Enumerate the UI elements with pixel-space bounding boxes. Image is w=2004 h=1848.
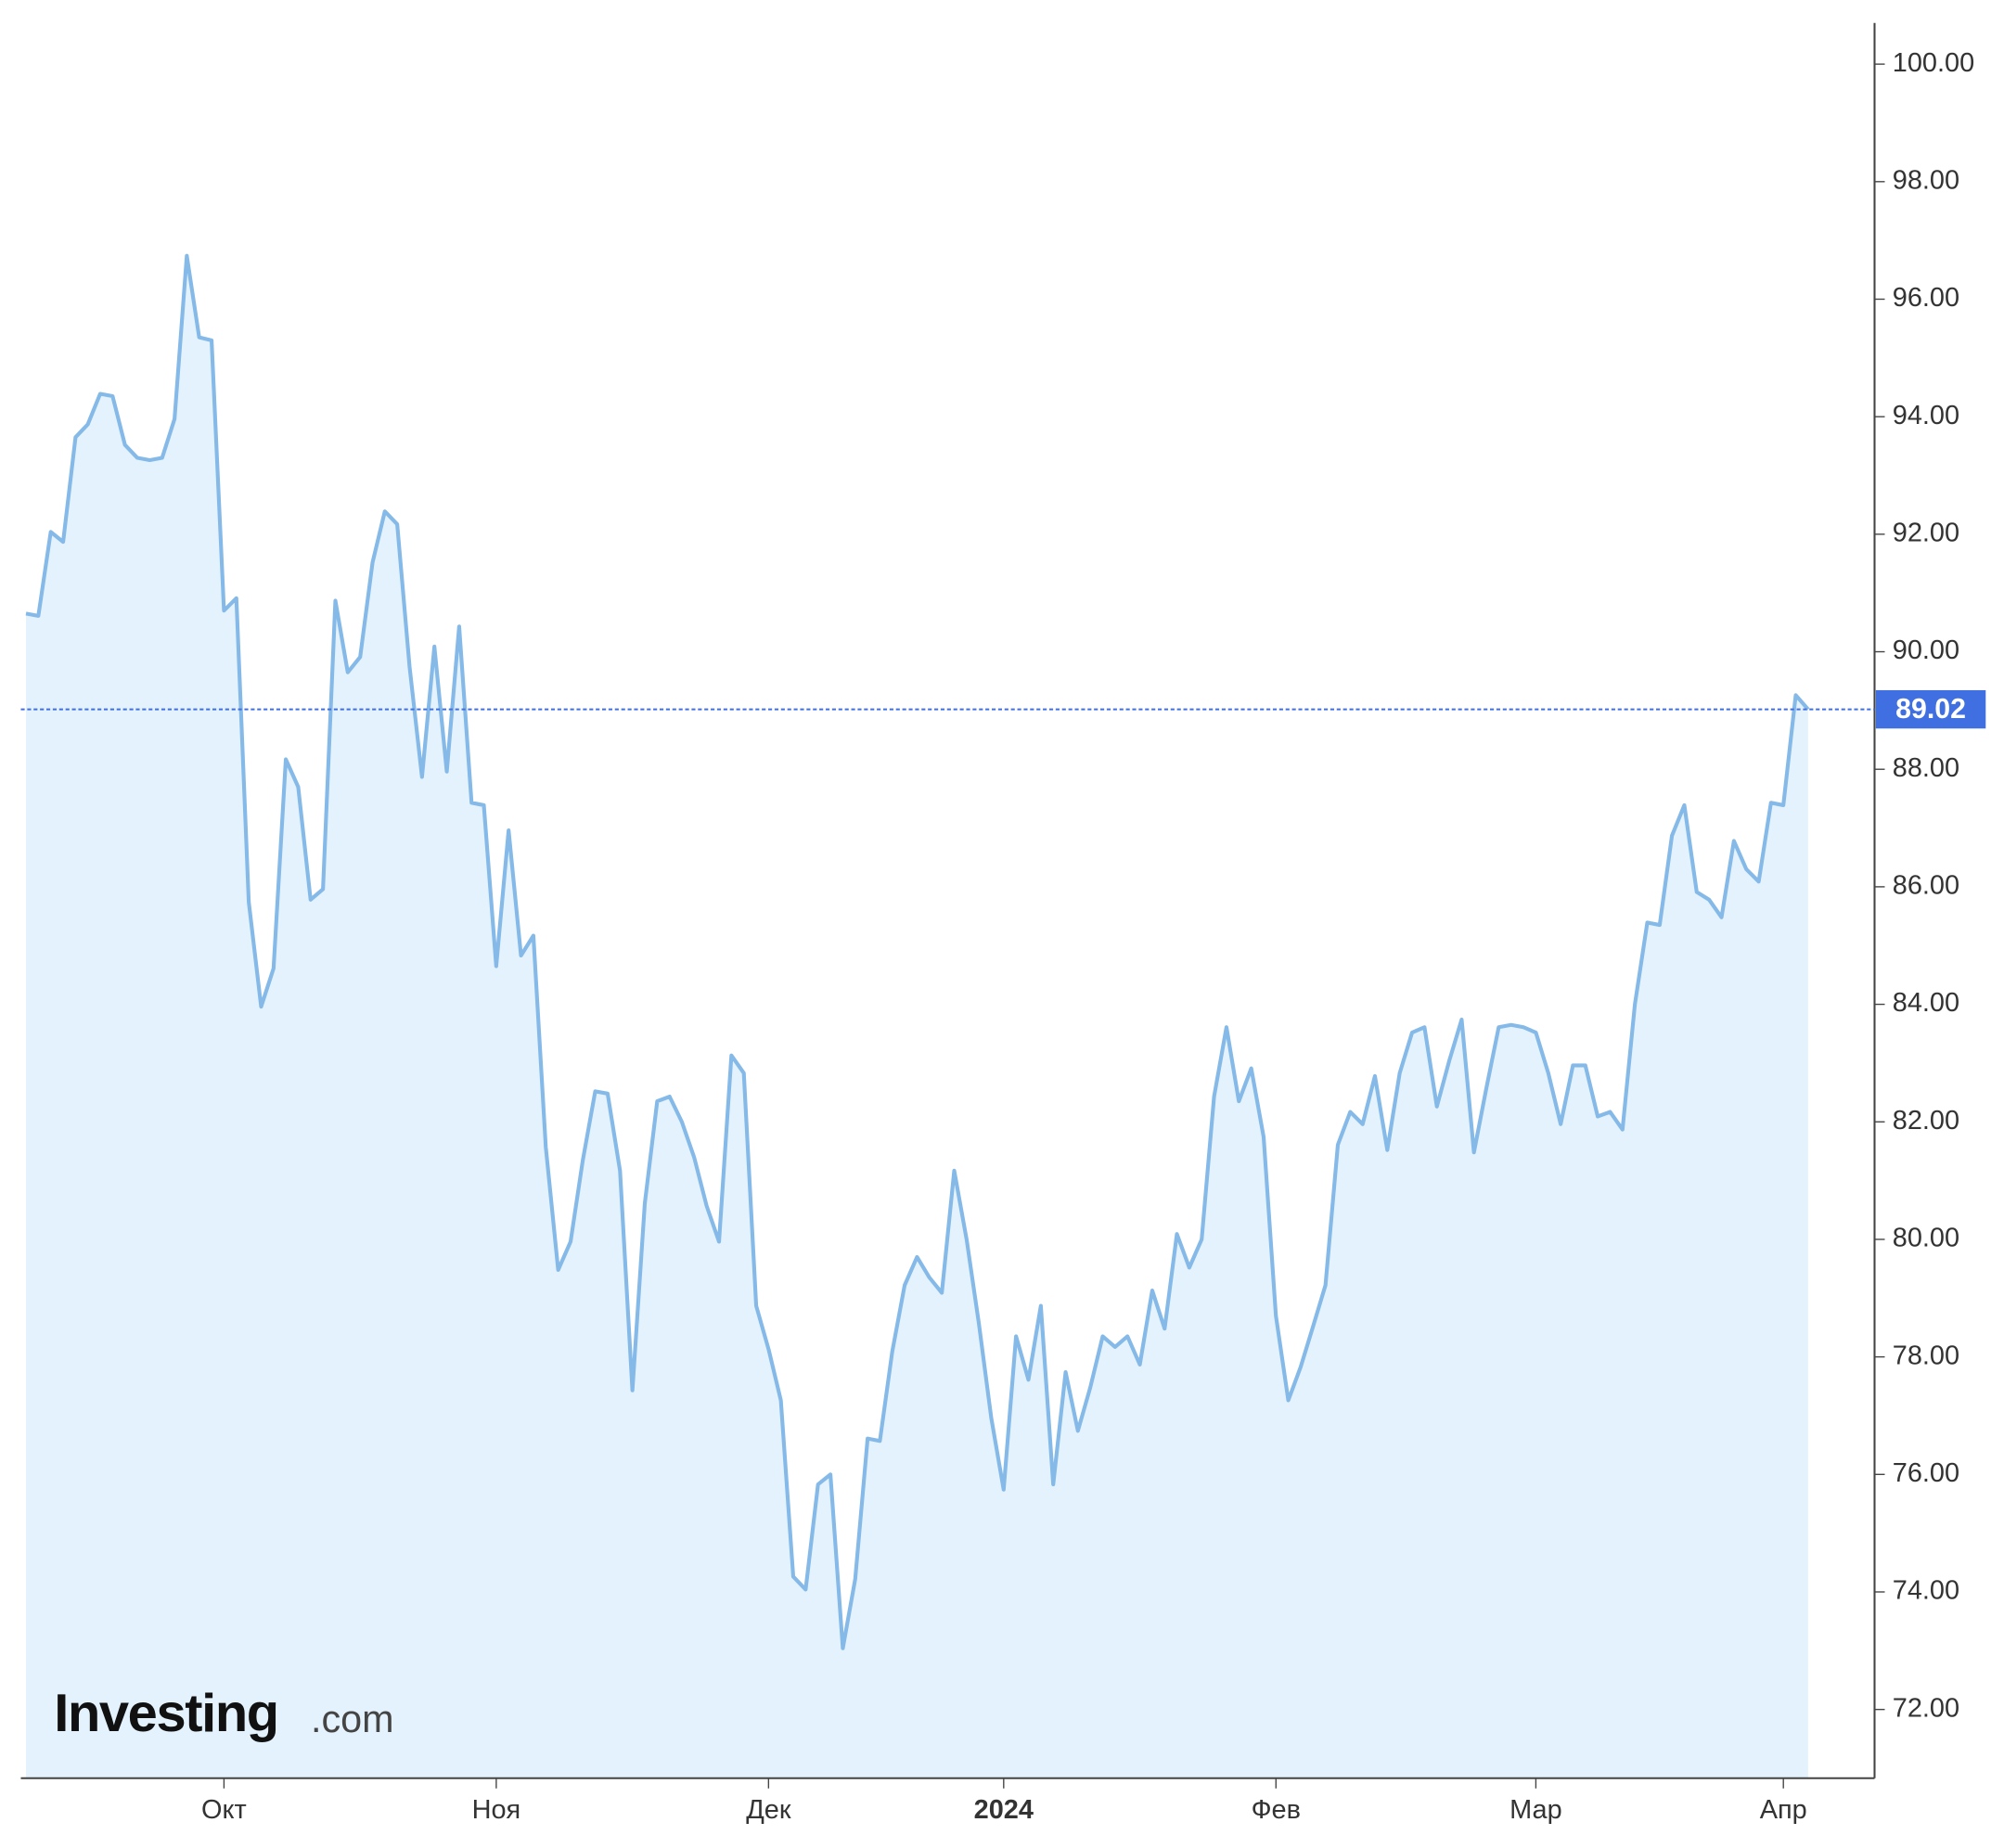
last-price-box — [1875, 689, 1986, 729]
x-tick-label: Ноя — [472, 1795, 521, 1825]
y-tick-label: 82.00 — [1893, 1106, 1959, 1136]
last-price-label: 89.02 — [1895, 694, 1966, 725]
y-tick-label: 72.00 — [1893, 1693, 1959, 1723]
y-tick-label: 92.00 — [1893, 518, 1959, 547]
y-tick-label: 94.00 — [1893, 401, 1959, 430]
y-tick-label: 84.00 — [1893, 988, 1959, 1018]
y-tick-label: 98.00 — [1893, 165, 1959, 195]
y-tick-label: 74.00 — [1893, 1576, 1959, 1606]
y-tick-label: 100.00 — [1893, 48, 1974, 78]
y-tick-label: 90.00 — [1893, 635, 1959, 665]
logo-suffix: .com — [311, 1698, 394, 1740]
y-tick-label: 86.00 — [1893, 871, 1959, 901]
logo-main: Investing — [54, 1684, 277, 1743]
y-tick-label: 96.00 — [1893, 283, 1959, 313]
x-tick-label: Фев — [1252, 1795, 1301, 1825]
y-tick-label: 78.00 — [1893, 1341, 1959, 1370]
x-tick-label: Апр — [1760, 1795, 1807, 1825]
y-tick-label: 88.00 — [1893, 753, 1959, 783]
logo: Investing .com — [54, 1684, 393, 1743]
x-tick-label: Мар — [1509, 1795, 1562, 1825]
y-tick-label: 80.00 — [1893, 1224, 1959, 1253]
price-line — [25, 253, 1810, 1650]
y-tick-label: 76.00 — [1893, 1458, 1959, 1488]
x-tick-label: Окт — [201, 1795, 247, 1825]
area — [25, 255, 1808, 1778]
x-tick-label: Дек — [746, 1795, 791, 1825]
x-tick-label: 2024 — [974, 1795, 1034, 1825]
